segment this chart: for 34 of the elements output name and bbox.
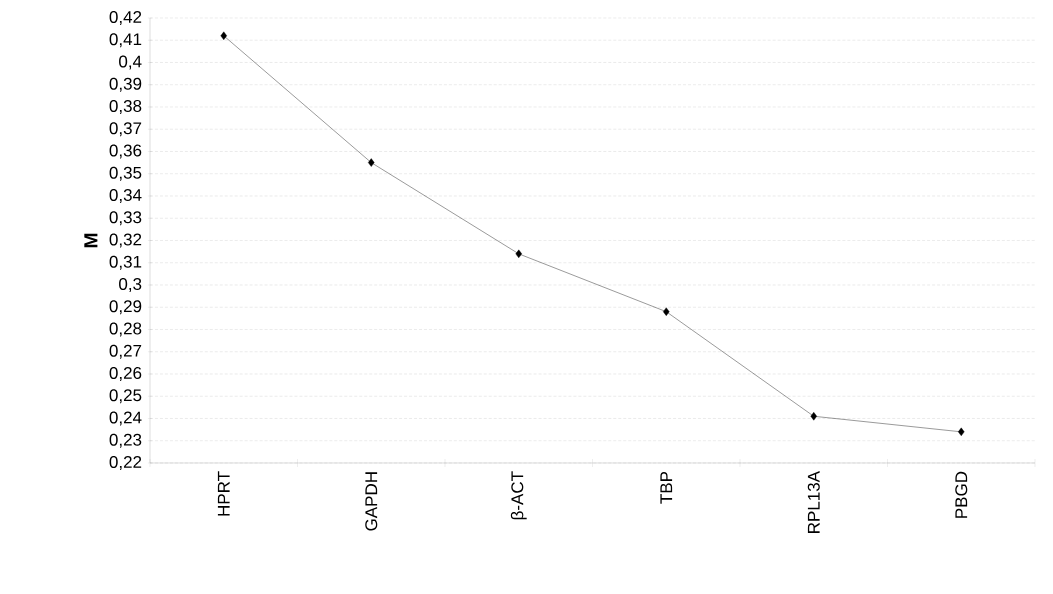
y-tick-label: 0,39 — [109, 77, 142, 92]
x-tick-label: GAPDH — [365, 472, 378, 531]
y-tick-label: 0,4 — [119, 55, 142, 70]
x-tick-label: PBGD — [955, 471, 968, 518]
y-tick-label: 0,28 — [109, 322, 142, 337]
y-tick-label: 0,25 — [109, 389, 142, 404]
point — [663, 307, 670, 316]
point — [810, 412, 817, 421]
x-tick-label: β-ACT — [510, 471, 527, 520]
y-tick-label: 0,36 — [109, 144, 142, 159]
x-tick-label: TBP — [660, 471, 673, 504]
y-tick-label: 0,32 — [109, 233, 142, 248]
y-tick-label: 0,42 — [109, 10, 142, 25]
y-tick-label: 0,22 — [109, 455, 142, 470]
y-tick-label: 0,26 — [109, 366, 142, 381]
point — [515, 249, 522, 259]
x-tick-label: HPRT — [217, 471, 230, 516]
y-tick-label: 0,27 — [109, 344, 142, 359]
y-tick-label: 0,33 — [109, 211, 142, 226]
y-tick-label: 0,34 — [109, 188, 142, 203]
y-tick-label: 0,31 — [109, 255, 142, 270]
y-tick-label: 0,29 — [109, 300, 142, 315]
point — [958, 427, 965, 437]
y-tick-label: 0,38 — [109, 99, 142, 114]
y-tick-label: 0,3 — [119, 277, 142, 292]
point — [368, 158, 375, 167]
point — [220, 31, 227, 40]
x-tick-label: RPL13A — [807, 471, 820, 533]
y-tick-label: 0,23 — [109, 433, 142, 448]
y-tick-label: 0,24 — [109, 411, 142, 426]
y-tick-label: 0,41 — [109, 33, 142, 48]
y-axis-title: M — [84, 233, 98, 248]
y-tick-label: 0,37 — [109, 122, 142, 137]
y-tick-label: 0,35 — [109, 166, 142, 181]
